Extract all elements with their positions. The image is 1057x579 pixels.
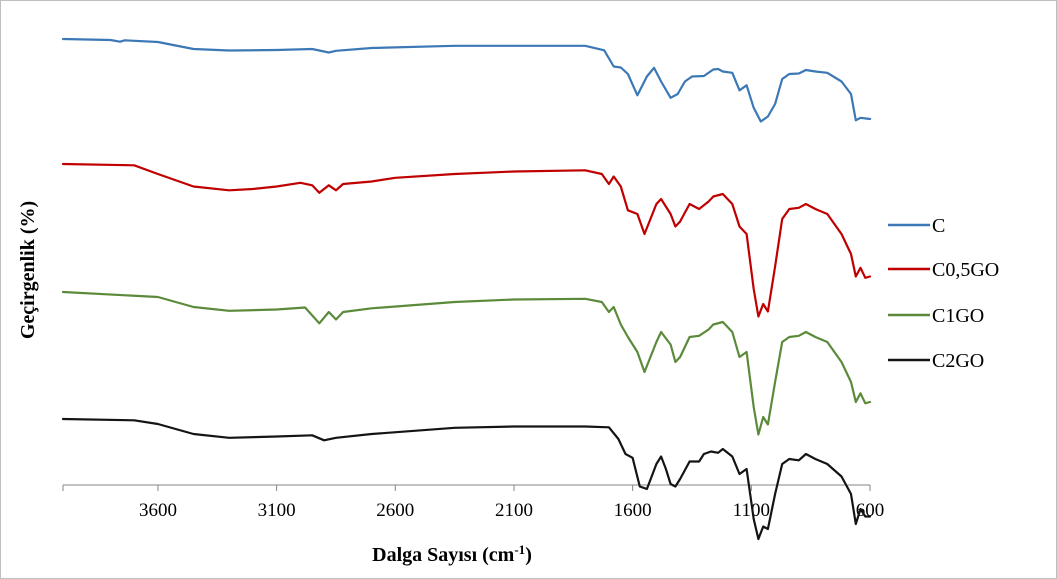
x-tick-label: 2600 — [376, 500, 414, 521]
x-tick-label: 600 — [856, 500, 885, 521]
series-layer — [61, 37, 872, 541]
series-line-c1go — [61, 290, 872, 436]
x-axis-title: Dalga Sayısı (cm-1) — [372, 542, 532, 566]
x-tick-label: 1100 — [733, 500, 770, 521]
series-line-c — [61, 37, 872, 123]
y-axis-title: Geçirgenlik (%) — [17, 201, 39, 339]
legend: C C0,5GO C1GO C2GO — [888, 215, 999, 372]
x-axis-title-superscript: -1 — [514, 542, 525, 557]
legend-label: C0,5GO — [932, 259, 999, 281]
x-axis-ticks: 3600 3100 2600 2100 1600 1100 600 — [62, 485, 885, 521]
legend-label: C1GO — [932, 305, 984, 327]
x-axis-title-main: Dalga Sayısı (cm — [372, 544, 515, 566]
series-line-c0-5go — [61, 162, 872, 318]
x-tick-label: 1600 — [614, 500, 652, 521]
legend-label: C2GO — [932, 350, 984, 372]
series-line-c2go — [61, 417, 872, 541]
x-tick-label: 3100 — [258, 500, 296, 521]
legend-label: C — [932, 215, 945, 237]
x-axis-title-end: ) — [525, 544, 532, 566]
x-tick-label: 3600 — [139, 500, 177, 521]
x-tick-label: 2100 — [495, 500, 533, 521]
